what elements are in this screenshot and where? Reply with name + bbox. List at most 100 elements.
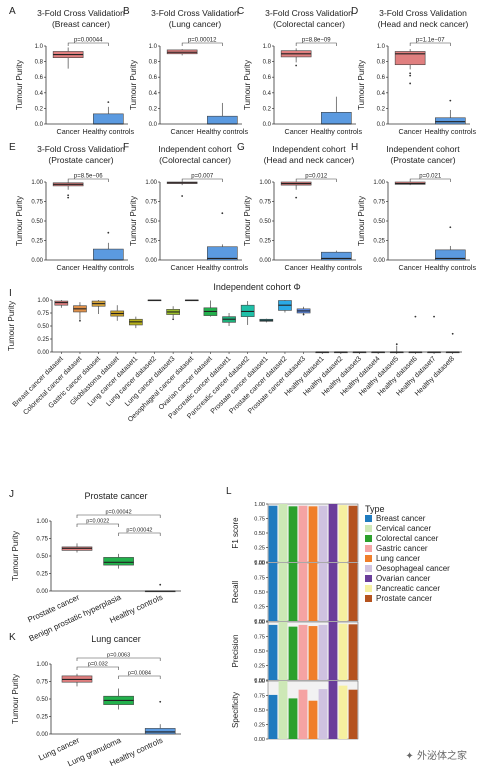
y-tick-label: 0.00: [254, 560, 265, 566]
y-tick-label: 0.75: [254, 517, 265, 523]
y-tick-label: 0.6: [35, 75, 44, 81]
box-cancer: [280, 48, 312, 63]
y-tick-label: 0.50: [145, 219, 157, 225]
box-controls: [435, 245, 466, 261]
box-cancer: [166, 49, 198, 56]
y-tick-label: 0.50: [254, 708, 265, 714]
panel-f: F Independent cohort(Colorectal cancer) Tu…: [123, 142, 248, 272]
y-tick-label: 0.75: [259, 200, 271, 206]
outlier-point: [414, 315, 417, 318]
y-tick-label: 1.00: [254, 620, 265, 626]
box-iqr: [321, 112, 352, 125]
metric-bar: [308, 700, 318, 739]
y-tick-label: 0.75: [254, 635, 265, 641]
y-tick-label: 1.0: [149, 44, 158, 50]
y-tick-label: 0.25: [254, 664, 265, 670]
metric-bar: [268, 694, 278, 739]
x-tick-label: Cancer: [171, 263, 195, 272]
y-tick-label: 0.50: [31, 219, 43, 225]
y-tick-label: 0.2: [35, 106, 44, 112]
y-tick-label: 1.00: [254, 679, 265, 685]
x-tick-label: Cancer: [285, 263, 309, 272]
metric-bar: [278, 563, 288, 621]
x-tick-label: Healthy controls: [197, 127, 249, 136]
metric-bar: [278, 504, 288, 562]
legend-label: Oesophageal cancer: [376, 564, 450, 573]
panel-d: D 3-Fold Cross Validation(Head and neck c…: [351, 6, 476, 136]
metric-subplot: Recall 0.00 0.25 0.50 0.75 1.00: [231, 561, 359, 625]
legend-label: Colorectal cancer: [376, 534, 439, 543]
y-tick-label: 0.4: [263, 91, 272, 97]
box-controls: [93, 242, 124, 261]
panel-title: Prostate cancer: [84, 491, 147, 501]
box-iqr: [207, 115, 238, 125]
panel-k: K Lung cancer Tumour Purity 0.00 0.25 0.50 0.7…: [9, 632, 181, 768]
y-axis-label: Tumour Purity: [129, 60, 138, 110]
panel-subtitle: (Colorectal cancer): [159, 155, 231, 165]
metric-bar: [308, 563, 318, 621]
significance-bracket: [181, 42, 223, 46]
box-controls: [93, 106, 124, 125]
y-tick-label: 1.0: [35, 44, 44, 50]
p-value-label: p=0.00042: [106, 510, 132, 516]
dataset-box: [166, 306, 180, 319]
legend-label: Breast cancer: [376, 514, 426, 523]
outlier-point: [67, 196, 70, 199]
outlier-point: [451, 332, 454, 335]
dataset-box: [240, 301, 255, 325]
legend-title: Type: [365, 504, 385, 514]
panel-letter: I: [9, 288, 12, 299]
y-tick-label: 1.00: [36, 662, 48, 668]
legend-swatch: [365, 595, 372, 602]
box-iqr: [321, 251, 352, 261]
metric-bar: [348, 563, 358, 621]
y-tick-label: 0.25: [373, 239, 385, 245]
p-value-label: p=8.5e−06: [74, 174, 103, 180]
metric-bar: [348, 689, 358, 739]
y-tick-label: 0.8: [377, 60, 386, 66]
box-cancer: [394, 49, 426, 70]
p-value-label: p=0.0063: [107, 653, 130, 659]
panel-b: B 3-Fold Cross Validation(Lung cancer) Tum…: [123, 6, 248, 136]
significance-bracket: [76, 523, 119, 527]
panel-letter: H: [351, 142, 358, 153]
metric-bar: [278, 681, 288, 739]
y-tick-label: 1.00: [254, 561, 265, 567]
y-tick-label: 0.50: [36, 554, 48, 560]
y-tick-label: 0.00: [36, 732, 48, 738]
panel-h: H Independent cohort(Prostate cancer) Tumo…: [351, 142, 476, 272]
dataset-box: [129, 316, 143, 329]
metric-label: F1 score: [231, 517, 240, 549]
y-tick-label: 1.00: [373, 180, 385, 186]
panel-title: 3-Fold Cross Validation: [379, 8, 467, 18]
y-tick-label: 0.6: [263, 75, 272, 81]
panel-letter: C: [237, 6, 244, 17]
p-value-label: p=0.00012: [188, 38, 217, 44]
box-iqr: [435, 117, 466, 125]
y-tick-label: 1.0: [263, 44, 272, 50]
legend-swatch: [365, 555, 372, 562]
dataset-box: [147, 299, 162, 302]
y-tick-label: 0.75: [145, 200, 157, 206]
metric-bar: [338, 505, 348, 562]
panel-subtitle: (Head and neck cancer): [264, 155, 355, 165]
metric-bar: [338, 563, 348, 621]
metric-bar: [318, 624, 328, 680]
outlier-point: [159, 583, 162, 586]
panel-c: C 3-Fold Cross Validation(Colorectal canc…: [237, 6, 362, 136]
y-tick-label: 0.0: [263, 122, 272, 128]
legend-swatch: [365, 585, 372, 592]
p-value-label: p=0.0084: [128, 671, 151, 677]
metric-label: Recall: [231, 581, 240, 603]
y-tick-label: 0.00: [254, 619, 265, 625]
box-controls: [435, 109, 466, 125]
metric-bar: [268, 563, 278, 621]
legend-swatch: [365, 535, 372, 542]
y-tick-label: 0.50: [254, 649, 265, 655]
significance-bracket: [409, 42, 451, 46]
outlier-point: [221, 212, 224, 215]
metric-bar: [288, 506, 298, 562]
panel-subtitle: (Breast cancer): [52, 19, 110, 29]
box-controls: [321, 250, 352, 261]
dataset-box: [389, 345, 404, 354]
